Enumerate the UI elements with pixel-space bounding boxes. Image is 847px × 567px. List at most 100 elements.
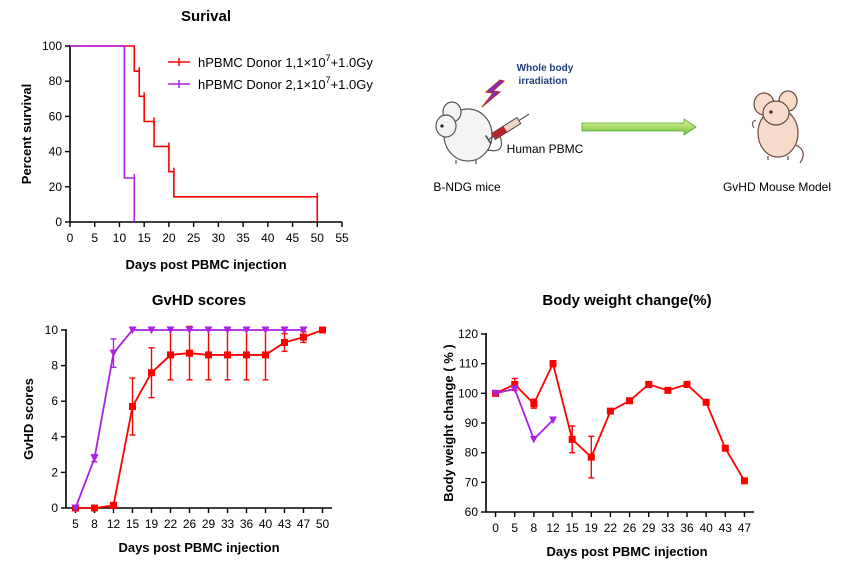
gvhd-y-tick-label: 0: [51, 501, 58, 515]
gvhd-series-2-data-point: [166, 326, 175, 334]
weight-x-tick-label: 29: [642, 521, 656, 535]
survival-x-tick-label: 55: [335, 231, 349, 245]
gvhd-y-tick-label: 2: [51, 465, 58, 479]
survival-x-tick-label: 25: [187, 231, 201, 245]
survival-x-axis-label: Days post PBMC injection: [125, 257, 286, 272]
gvhd-x-axis-label: Days post PBMC injection: [118, 540, 279, 555]
weight-x-tick-label: 47: [738, 521, 752, 535]
gvhd-series-2-data-point: [204, 326, 213, 334]
irradiation-label-2: irradiation: [519, 76, 568, 87]
gvhd-series-1-data-point: [224, 351, 231, 359]
gvhd-x-tick-label: 19: [145, 517, 159, 531]
weight-y-tick-label: 90: [465, 416, 479, 430]
survival-y-tick-label: 100: [42, 39, 62, 53]
survival-y-tick-label: 40: [49, 145, 63, 159]
gvhd-x-tick-label: 29: [202, 517, 216, 531]
gvhd-series-1-data-point: [319, 326, 326, 334]
survival-x-tick-label: 50: [311, 231, 325, 245]
survival-y-tick-label: 60: [49, 109, 63, 123]
gvhd-x-tick-label: 26: [183, 517, 197, 531]
legend-item-donor-1: hPBMC Donor 1,1×107+1.0Gy: [168, 53, 373, 70]
weight-title: Body weight change(%): [542, 292, 711, 309]
weight-x-tick-label: 0: [492, 521, 499, 535]
weight-series-line-2: [495, 387, 554, 441]
gvhd-y-axis-label: GvHD scores: [21, 378, 36, 460]
weight-series-1-data-point: [721, 444, 729, 452]
weight-y-axis-label: Body weight change ( % ): [441, 344, 456, 501]
gvhd-series-2-data-point: [242, 326, 251, 334]
gvhd-series-1-data-point: [300, 333, 307, 341]
weight-series-2-data-point: [529, 435, 538, 444]
survival-x-tick-label: 15: [138, 231, 152, 245]
weight-series-2-data-point: [549, 416, 557, 425]
weight-series-1-data-point: [549, 360, 557, 368]
weight-series-1-data-point: [645, 380, 653, 388]
survival-x-tick-label: 10: [113, 231, 127, 245]
survival-chart: Surival Days post PBMC injection Percent…: [19, 8, 373, 272]
gvhd-series-2-data-point: [185, 326, 194, 334]
weight-series-1-data-point: [568, 435, 576, 443]
gvhd-model-label: GvHD Mouse Model: [723, 180, 831, 194]
survival-x-tick-label: 45: [286, 231, 300, 245]
survival-x-tick-label: 30: [212, 231, 226, 245]
gvhd-y-tick-label: 4: [51, 430, 58, 444]
gvhd-series-2-data-point: [71, 504, 80, 512]
survival-y-tick-label: 0: [55, 215, 62, 229]
weight-x-tick-label: 33: [661, 521, 675, 535]
gvhd-series-1-data-point: [148, 369, 155, 377]
gvhd-x-tick-label: 40: [259, 517, 273, 531]
mouse-icon: [435, 101, 503, 164]
gvhd-series-2-data-point: [147, 326, 156, 334]
gvhd-y-tick-label: 6: [51, 394, 58, 408]
weight-y-tick-label: 110: [459, 357, 478, 371]
weight-y-tick-label: 60: [465, 505, 479, 519]
weight-y-tick-label: 70: [465, 475, 479, 489]
gvhd-series-1-data-point: [129, 403, 136, 411]
gvhd-series-1-data-point: [281, 338, 288, 346]
weight-x-tick-label: 43: [719, 521, 733, 535]
gvhd-series-1-data-point: [91, 504, 98, 512]
weight-series-1-data-point: [511, 380, 519, 388]
lightning-icon: [481, 79, 506, 108]
mouse-icon: [751, 90, 804, 164]
gvhd-series-2-data-point: [90, 454, 99, 463]
gvhd-series-1-data-point: [186, 349, 193, 357]
weight-x-tick-label: 5: [511, 521, 518, 535]
weight-series-1-data-point: [664, 386, 672, 394]
weight-series-1-data-point: [626, 397, 634, 405]
survival-y-tick-label: 80: [49, 74, 63, 88]
weight-x-tick-label: 12: [546, 521, 560, 535]
survival-x-tick-label: 40: [261, 231, 275, 245]
irradiation-label-1: Whole body: [517, 63, 574, 74]
survival-x-tick-label: 5: [91, 231, 98, 245]
survival-x-tick-label: 35: [236, 231, 250, 245]
weight-x-tick-label: 15: [565, 521, 579, 535]
legend-item-donor-2: hPBMC Donor 2,1×107+1.0Gy: [168, 75, 373, 92]
gvhd-y-tick-label: 8: [51, 359, 58, 373]
gvhd-series-2-data-point: [261, 326, 270, 334]
survival-title: Surival: [181, 8, 231, 25]
bndg-mice-label: B-NDG mice: [433, 180, 501, 194]
gvhd-series-1-data-point: [110, 501, 117, 509]
gvhd-series-2-data-point: [280, 326, 289, 334]
weight-series-1-data-point: [683, 380, 691, 388]
gvhd-series-2-data-point: [299, 326, 308, 334]
survival-series-line-1: [70, 45, 319, 222]
weight-series-1-data-point: [702, 398, 710, 406]
gvhd-x-tick-label: 22: [164, 517, 178, 531]
body-weight-chart: Body weight change(%) Days post PBMC inj…: [441, 292, 754, 559]
gvhd-series-1-data-point: [205, 351, 212, 359]
gvhd-series-1-data-point: [243, 351, 250, 359]
weight-series-2-data-point: [491, 389, 500, 398]
weight-y-tick-label: 100: [458, 386, 478, 400]
weight-series-1-data-point: [587, 453, 595, 461]
weight-x-tick-label: 40: [699, 521, 713, 535]
weight-x-tick-label: 19: [585, 521, 599, 535]
gvhd-series-2-data-point: [109, 349, 118, 358]
survival-series-line-2: [70, 45, 136, 222]
gvhd-series-1-data-point: [167, 351, 174, 359]
syringe-icon: [485, 113, 530, 145]
gvhd-y-tick-label: 10: [45, 323, 59, 337]
gvhd-score-chart: GvHD scores Days post PBMC injection GvH…: [21, 292, 332, 555]
